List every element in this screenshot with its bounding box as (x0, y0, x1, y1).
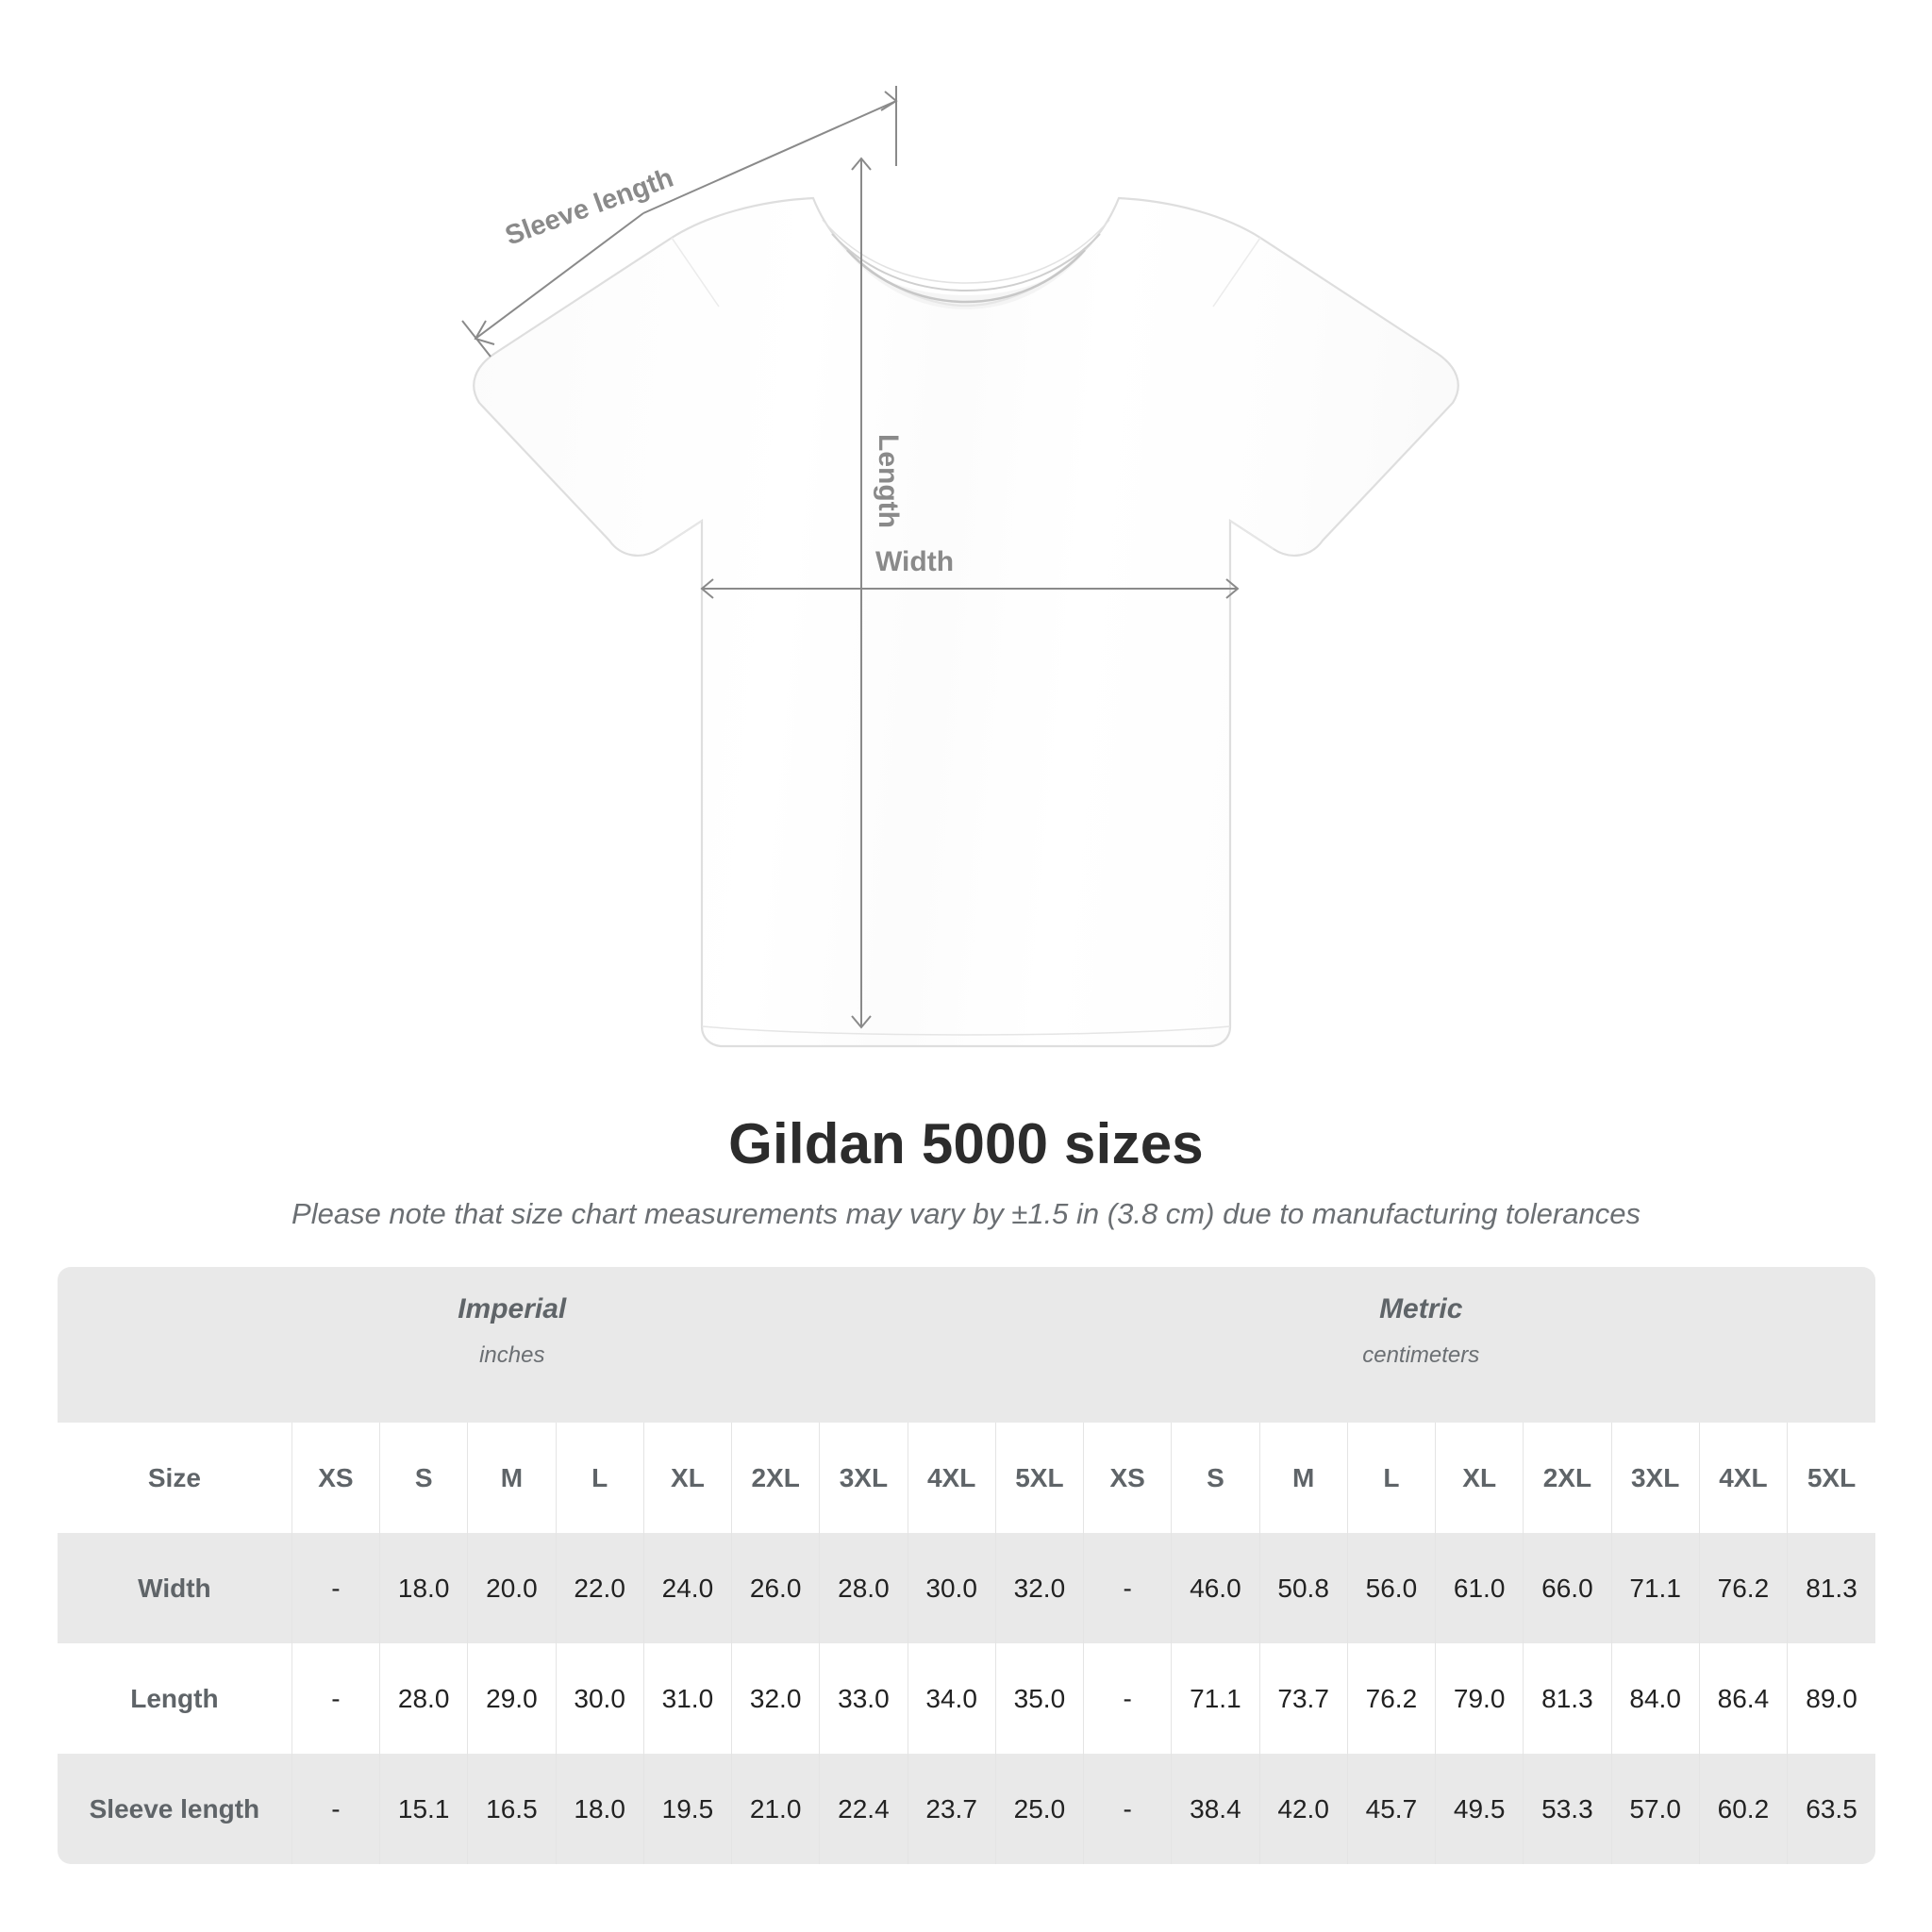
svg-text:Length: Length (873, 434, 904, 528)
svg-text:Sleeve length: Sleeve length (501, 163, 677, 252)
svg-text:Width: Width (875, 546, 954, 577)
